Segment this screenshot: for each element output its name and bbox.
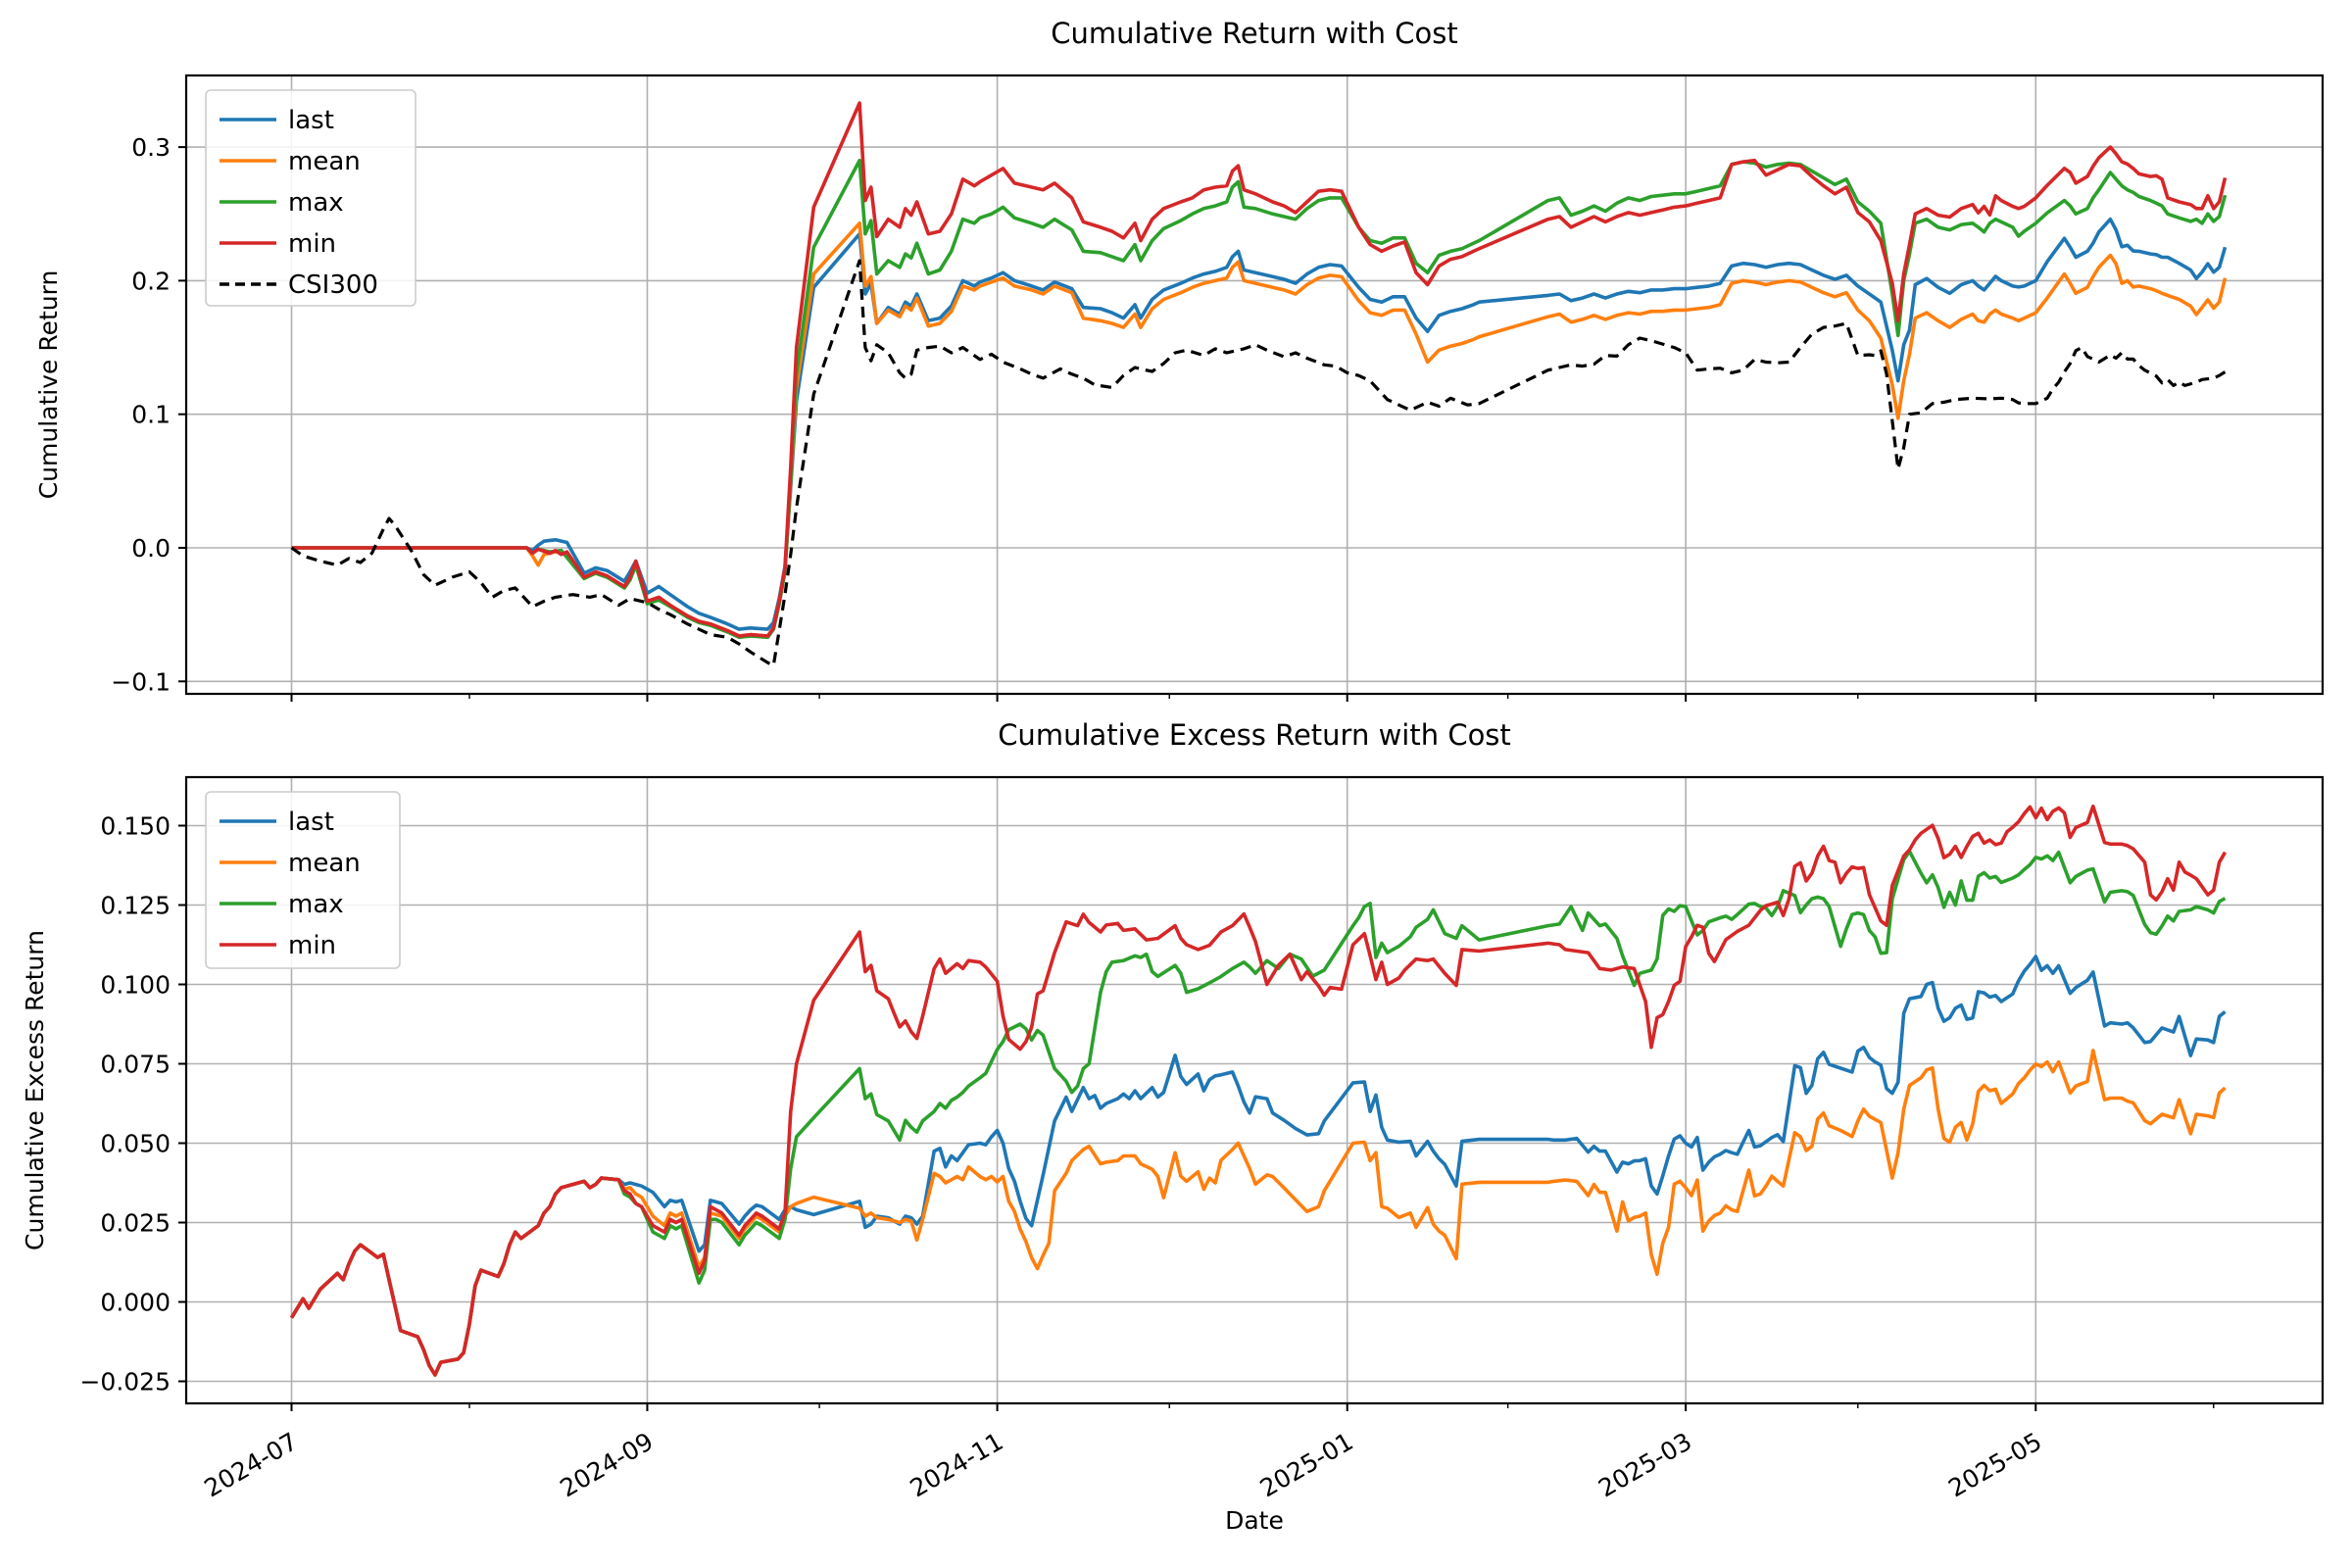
series-line-min bbox=[291, 101, 2228, 638]
y-axis-label-1: Cumulative Return bbox=[34, 270, 63, 500]
grid bbox=[186, 75, 2323, 694]
ytick-label: 0.025 bbox=[100, 1209, 171, 1238]
x-axis-label: Date bbox=[1225, 1506, 1284, 1535]
ytick-label: −0.025 bbox=[79, 1368, 171, 1396]
series-line-mean bbox=[289, 1049, 2227, 1377]
legend-box bbox=[205, 89, 416, 307]
ytick-label: 0.2 bbox=[131, 267, 171, 295]
ytick-label: 0.1 bbox=[131, 401, 171, 429]
ytick-label: 0.3 bbox=[131, 133, 171, 162]
y-axis-label-2: Cumulative Excess Return bbox=[21, 930, 49, 1250]
legend: last mean max min bbox=[205, 791, 401, 969]
legend-label-max: max bbox=[288, 890, 344, 919]
legend-box bbox=[205, 791, 401, 969]
tick-marks bbox=[178, 146, 2215, 702]
legend-label-min: min bbox=[288, 229, 336, 259]
legend-label-csi300: CSI300 bbox=[288, 270, 378, 300]
ytick-label: 0.075 bbox=[100, 1051, 171, 1079]
chart-title-2: Cumulative Excess Return with Cost bbox=[998, 718, 1511, 752]
legend: last mean max min CSI300 bbox=[205, 89, 416, 307]
legend-label-last: last bbox=[288, 808, 334, 837]
series-line-csi300 bbox=[290, 259, 2227, 667]
ytick-label: 0.050 bbox=[100, 1130, 171, 1158]
axes-frame bbox=[184, 775, 2325, 1405]
legend-label-mean: mean bbox=[288, 147, 361, 176]
ytick-label: 0.0 bbox=[131, 534, 171, 563]
legend-label-min: min bbox=[288, 931, 336, 960]
series-line-last bbox=[289, 955, 2227, 1377]
series-group bbox=[290, 101, 2228, 667]
chart-title-1: Cumulative Return with Cost bbox=[1051, 17, 1457, 50]
series-line-max bbox=[291, 158, 2228, 640]
legend-label-max: max bbox=[288, 188, 344, 218]
ytick-label: 0.125 bbox=[100, 892, 171, 920]
axes-frame bbox=[184, 74, 2325, 696]
legend-label-mean: mean bbox=[288, 849, 361, 878]
tick-marks bbox=[178, 824, 2215, 1411]
series-group bbox=[289, 804, 2228, 1377]
ytick-label: 0.150 bbox=[100, 812, 171, 841]
ytick-label: 0.100 bbox=[100, 971, 171, 1000]
subplot-cumulative-return: −0.1 0.0 0.1 0.2 0.3 Cumulative Return with C… bbox=[34, 17, 2325, 702]
series-line-min bbox=[289, 804, 2228, 1377]
ytick-label: 0.000 bbox=[100, 1289, 171, 1317]
legend-label-last: last bbox=[288, 106, 334, 135]
ytick-label: −0.1 bbox=[111, 667, 171, 696]
